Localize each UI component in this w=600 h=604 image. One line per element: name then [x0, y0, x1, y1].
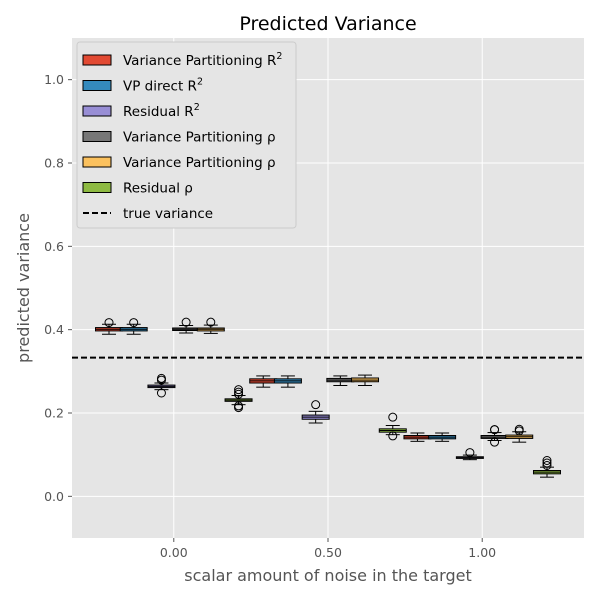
- box-plot: [428, 432, 457, 442]
- y-tick-label: 0.0: [44, 489, 64, 504]
- legend-entry: Variance Partitioning ρ: [82, 130, 276, 146]
- legend-swatch: [82, 182, 112, 193]
- axes-group: 0.0 0.2 0.4 0.6 0.8 1.0 0.00 0.50 1.00: [44, 72, 496, 560]
- box-plot: [196, 317, 225, 334]
- box-plot: [532, 456, 561, 478]
- series-3-boxes: [147, 373, 484, 461]
- legend-swatch: [82, 54, 112, 66]
- legend-label: Residual R2: [123, 102, 200, 120]
- box-plot: [351, 374, 380, 386]
- outlier-point: [388, 431, 398, 441]
- outlier-point: [234, 389, 244, 399]
- chart-title: Predicted Variance: [239, 13, 416, 35]
- legend-label: Variance Partitioning ρ: [123, 155, 276, 171]
- box-plot: [273, 375, 302, 388]
- y-tick-label: 0.4: [44, 322, 64, 337]
- legend-swatch: [82, 105, 112, 117]
- box-plot: [119, 318, 148, 335]
- outlier-point: [542, 461, 552, 470]
- legend-swatch: [82, 131, 112, 142]
- legend-entry: Residual R2: [82, 102, 200, 120]
- legend-swatch: [82, 80, 112, 91]
- box-plot: [480, 425, 509, 447]
- legend-entry: Variance Partitioning R2: [82, 51, 282, 69]
- outlier-point: [156, 373, 166, 383]
- box-plot: [172, 317, 201, 334]
- box-plot: [301, 400, 330, 424]
- legend-label: true variance: [123, 206, 213, 222]
- x-axis-label: scalar amount of noise in the target: [184, 566, 471, 585]
- x-tick-label: 0.00: [160, 545, 188, 560]
- outlier-point: [465, 448, 475, 458]
- y-tick-label: 0.2: [44, 406, 64, 421]
- outlier-point: [311, 400, 321, 410]
- y-tick-label: 1.0: [44, 72, 64, 87]
- box-plot: [378, 412, 407, 441]
- legend-entry: Variance Partitioning ρ: [82, 155, 276, 171]
- outlier-point: [234, 387, 244, 397]
- box-plot: [505, 424, 534, 443]
- y-tick-label: 0.6: [44, 239, 64, 254]
- series-5-boxes: [196, 317, 534, 443]
- legend-entry: Residual ρ: [82, 181, 193, 197]
- legend-entry: VP direct R2: [82, 77, 203, 95]
- box-plot: [95, 318, 124, 335]
- outlier-point: [156, 388, 166, 398]
- legend: Variance Partitioning R2 VP direct R2 Resi…: [76, 41, 297, 229]
- legend-swatch: [82, 156, 112, 168]
- outlier-point: [490, 425, 500, 435]
- outlier-point: [104, 318, 114, 328]
- legend-entry: true variance: [83, 206, 213, 222]
- outlier-point: [542, 456, 552, 465]
- outlier-point: [388, 412, 398, 422]
- series-6-boxes: [224, 385, 561, 478]
- legend-label: Residual ρ: [123, 181, 193, 197]
- outlier-point: [490, 437, 500, 447]
- legend-frame: [76, 41, 297, 229]
- outlier-point: [234, 401, 244, 411]
- series-2-boxes: [119, 318, 457, 442]
- legend-label: Variance Partitioning ρ: [123, 130, 276, 146]
- outlier-point: [514, 424, 524, 434]
- outlier-point: [129, 318, 139, 328]
- box-series-group: [95, 317, 561, 478]
- outlier-point: [181, 317, 191, 327]
- box-plot: [224, 385, 253, 413]
- y-axis-label: predicted variance: [14, 213, 33, 363]
- legend-label: VP direct R2: [123, 77, 203, 95]
- legend-label: Variance Partitioning R2: [123, 51, 282, 69]
- x-tick-label: 0.50: [314, 545, 342, 560]
- outlier-point: [206, 317, 216, 327]
- box-plot: [147, 373, 176, 398]
- outlier-point: [542, 458, 552, 468]
- x-tick-label: 1.00: [468, 545, 496, 560]
- y-tick-label: 0.8: [44, 156, 64, 171]
- outlier-point: [234, 385, 244, 395]
- box-plot: [455, 448, 484, 461]
